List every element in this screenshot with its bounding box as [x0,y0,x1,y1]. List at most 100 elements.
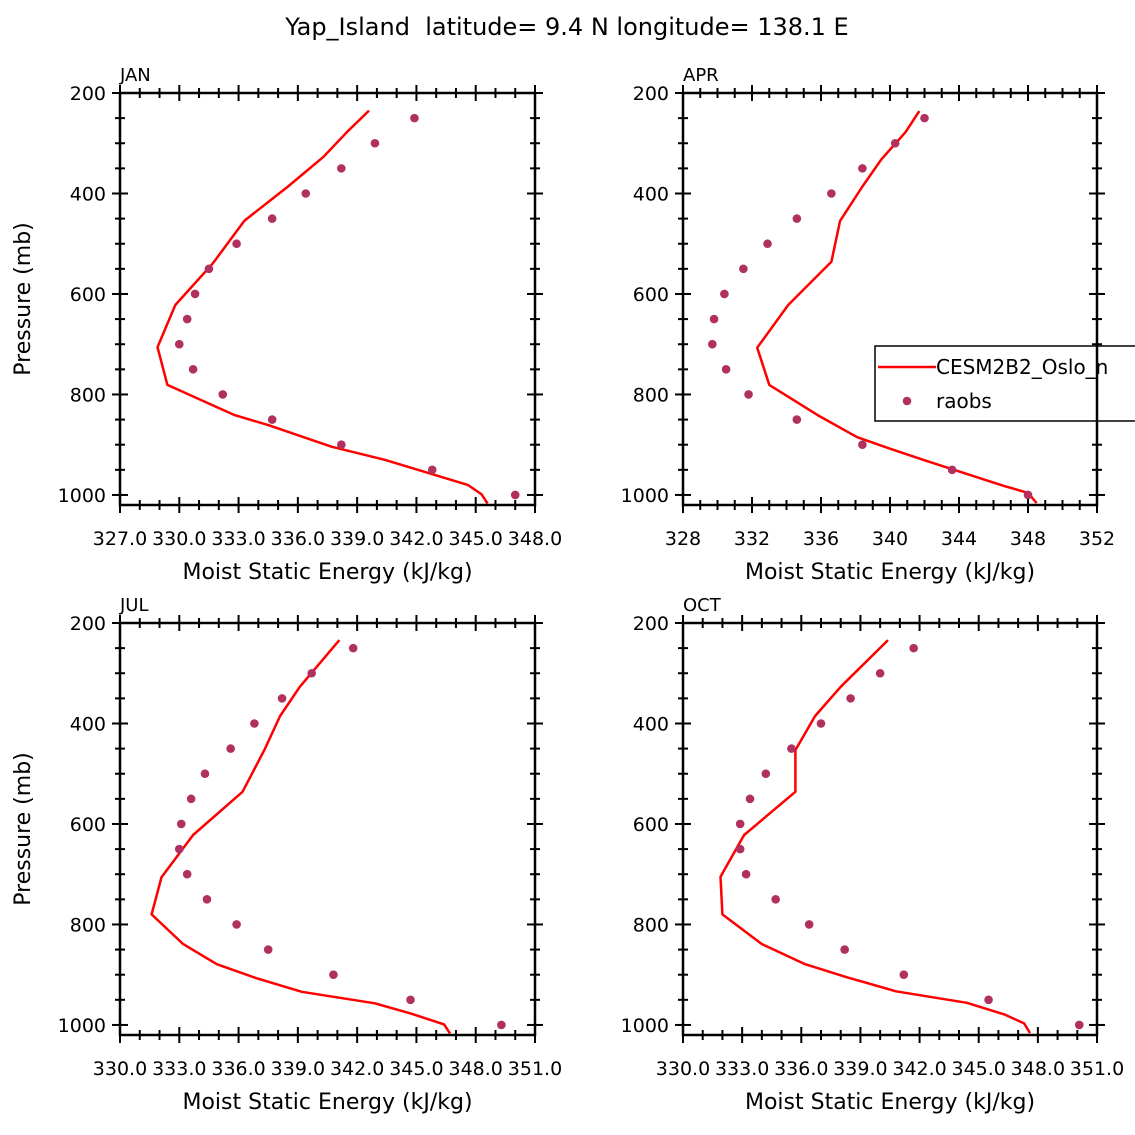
x-tick-label: 344 [941,528,977,550]
raobs-point [301,189,311,198]
panel-title: OCT [683,595,722,616]
plot-frame [118,91,537,507]
panel-title: APR [683,65,719,86]
raobs-point [792,214,802,223]
raobs-point [267,214,277,223]
y-tick-label: 200 [70,83,106,105]
x-tick-label: 348.0 [449,1058,503,1080]
x-tick-label: 351.0 [1070,1058,1124,1080]
raobs-point [337,440,346,450]
raobs-point [307,668,316,678]
raobs-point [188,365,198,374]
raobs-point [182,314,192,324]
plot-frame [681,621,1099,1037]
plot-frame [118,621,537,1037]
y-tick-label: 800 [633,914,669,936]
x-tick-label: 345.0 [952,1058,1006,1080]
x-tick-label: 330.0 [93,1058,147,1080]
y-tick-label: 400 [70,713,106,735]
panel-title: JUL [119,595,149,616]
x-axis-label: Moist Static Energy (kJ/kg) [182,1090,472,1115]
plot-frame [681,91,1099,507]
raobs-point [267,415,277,424]
x-axis-label: Moist Static Energy (kJ/kg) [182,560,472,585]
y-tick-label: 200 [633,613,669,635]
raobs-point [497,1020,506,1030]
raobs-point [427,465,437,475]
x-tick-label: 327.0 [93,528,147,550]
raobs-point [858,440,867,450]
raobs-point [174,844,184,854]
x-tick-label: 332 [734,528,770,550]
x-axis-label: Moist Static Energy (kJ/kg) [745,560,1035,585]
legend-dot-icon [902,396,912,406]
raobs-point [947,465,957,475]
x-tick-label: 351.0 [508,1058,562,1080]
legend-obs-label: raobs [936,389,992,413]
raobs-point [787,744,796,753]
y-tick-label: 400 [633,183,669,205]
panel-oct: OCT 330.0 333.0 336.0 339.0 342.0 345.0 348.0 35… [621,595,1125,1115]
model-profile-line [150,639,452,1035]
legend-model-label: CESM2B2_Oslo_n [936,355,1108,379]
raobs-point [890,138,900,148]
x-tick-label: 336.0 [211,1058,265,1080]
raobs-point [329,970,338,980]
y-axis-label: Pressure (mb) [11,752,36,906]
raobs-point [909,643,918,653]
x-tick-label: 352 [1079,528,1115,550]
raobs-point [277,694,287,703]
raobs-point [709,314,719,324]
panel-jan: JAN 327.0 330.0 333.0 336.0 339.0 342.0 345.0 34… [11,65,562,585]
x-tick-label: 330.0 [152,528,206,550]
x-tick-label: 336.0 [271,528,325,550]
raobs-point [708,339,717,349]
raobs-point [920,113,929,123]
x-tick-label: 330.0 [656,1058,710,1080]
x-tick-label: 333.0 [211,528,265,550]
raobs-point [410,113,419,123]
y-axis-label: Pressure (mb) [11,222,36,376]
raobs-point [741,869,751,879]
raobs-point [846,694,855,703]
raobs-point [744,390,753,399]
raobs-point [984,995,993,1005]
raobs-point [510,490,520,500]
raobs-point [761,769,771,779]
y-tick-label: 1000 [58,1015,106,1037]
raobs-point [232,920,241,929]
raobs-point [186,794,196,804]
model-profile-line [755,110,1038,504]
y-tick-label: 400 [70,183,106,205]
raobs-point [190,289,200,299]
panel-apr: APR 328 332 336 340 344 348 352 200 400 600 800 1000… [621,65,1135,585]
raobs-point [735,819,745,829]
y-tick-label: 1000 [621,485,669,507]
raobs-point [739,264,748,274]
raobs-point [1074,1020,1084,1030]
y-tick-label: 600 [70,814,106,836]
raobs-point [721,365,731,374]
x-tick-label: 339.0 [330,528,384,550]
raobs-point [174,339,184,349]
x-tick-label: 348.0 [1011,1058,1065,1080]
model-profile-line [719,639,1032,1034]
raobs-point [763,239,772,249]
raobs-point [816,719,826,728]
x-tick-label: 339.0 [833,1058,887,1080]
raobs-point [204,264,214,274]
y-tick-label: 1000 [621,1015,669,1037]
raobs-point [348,643,358,653]
raobs-point [263,945,273,954]
raobs-point [840,945,849,954]
raobs-point [804,920,814,929]
y-tick-label: 600 [633,284,669,306]
raobs-point [899,970,909,980]
raobs-point [735,844,745,854]
x-tick-label: 342.0 [330,1058,384,1080]
raobs-point [202,895,212,904]
raobs-point [176,819,186,829]
y-tick-label: 600 [70,284,106,306]
